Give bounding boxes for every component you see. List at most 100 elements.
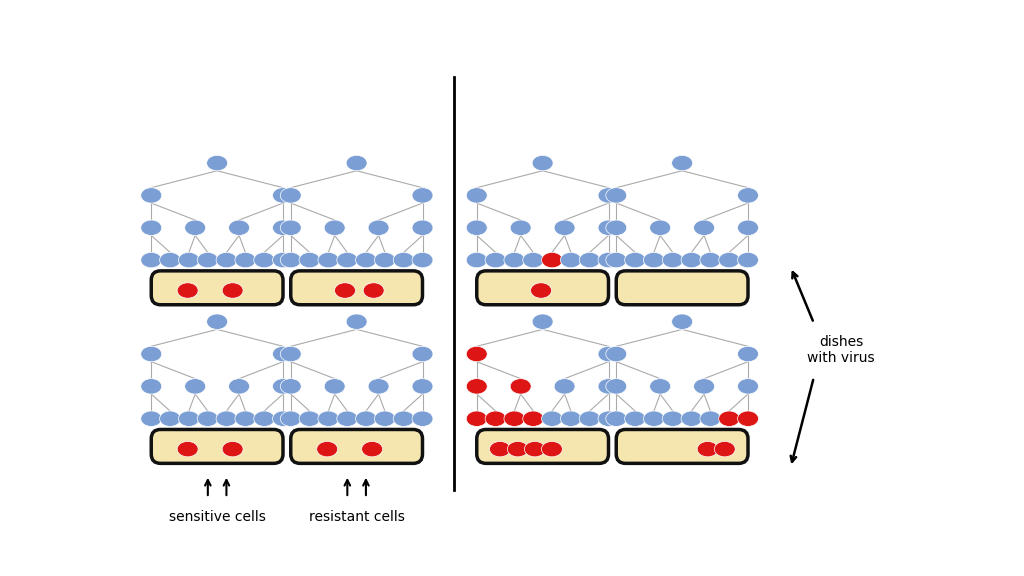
Ellipse shape (606, 220, 627, 236)
Ellipse shape (489, 441, 510, 457)
Text: sensitive cells: sensitive cells (169, 510, 265, 524)
Ellipse shape (485, 252, 506, 268)
Ellipse shape (693, 220, 715, 236)
Ellipse shape (649, 220, 671, 236)
Ellipse shape (510, 220, 531, 236)
Ellipse shape (412, 188, 433, 203)
Ellipse shape (228, 378, 250, 394)
Ellipse shape (580, 252, 600, 268)
Ellipse shape (681, 411, 702, 426)
Ellipse shape (466, 378, 487, 394)
Ellipse shape (719, 411, 739, 426)
Ellipse shape (177, 441, 198, 457)
Ellipse shape (598, 346, 618, 362)
Ellipse shape (140, 220, 162, 236)
Ellipse shape (681, 252, 702, 268)
Ellipse shape (234, 411, 256, 426)
Ellipse shape (672, 156, 692, 170)
Ellipse shape (281, 346, 301, 362)
Ellipse shape (393, 252, 414, 268)
Ellipse shape (522, 411, 544, 426)
Ellipse shape (140, 411, 162, 426)
Ellipse shape (606, 252, 627, 268)
Ellipse shape (281, 220, 301, 236)
Ellipse shape (554, 378, 575, 394)
FancyBboxPatch shape (152, 430, 283, 463)
Ellipse shape (542, 252, 562, 268)
Ellipse shape (317, 252, 339, 268)
Ellipse shape (184, 378, 206, 394)
Ellipse shape (272, 220, 294, 236)
Ellipse shape (228, 220, 250, 236)
Ellipse shape (375, 411, 395, 426)
Ellipse shape (412, 411, 433, 426)
FancyBboxPatch shape (616, 430, 748, 463)
Ellipse shape (364, 283, 384, 298)
Ellipse shape (524, 441, 546, 457)
Ellipse shape (412, 346, 433, 362)
Ellipse shape (272, 378, 294, 394)
Ellipse shape (299, 252, 321, 268)
Ellipse shape (272, 252, 294, 268)
FancyBboxPatch shape (291, 430, 423, 463)
Ellipse shape (368, 378, 389, 394)
Ellipse shape (272, 346, 294, 362)
Ellipse shape (335, 283, 355, 298)
FancyBboxPatch shape (291, 271, 423, 305)
Ellipse shape (699, 411, 721, 426)
Ellipse shape (317, 411, 339, 426)
Ellipse shape (625, 411, 645, 426)
Ellipse shape (325, 220, 345, 236)
Ellipse shape (737, 252, 759, 268)
Ellipse shape (606, 346, 627, 362)
Ellipse shape (663, 252, 683, 268)
Ellipse shape (560, 252, 582, 268)
Ellipse shape (222, 441, 243, 457)
Ellipse shape (532, 156, 553, 170)
Ellipse shape (560, 411, 582, 426)
Ellipse shape (234, 252, 256, 268)
Ellipse shape (466, 252, 487, 268)
Ellipse shape (254, 252, 274, 268)
Ellipse shape (649, 378, 671, 394)
Ellipse shape (663, 411, 683, 426)
Ellipse shape (140, 188, 162, 203)
Ellipse shape (207, 156, 227, 170)
Ellipse shape (693, 378, 715, 394)
Ellipse shape (532, 314, 553, 329)
Ellipse shape (207, 314, 227, 329)
FancyBboxPatch shape (152, 271, 283, 305)
Ellipse shape (737, 188, 759, 203)
Ellipse shape (216, 411, 237, 426)
Ellipse shape (606, 411, 627, 426)
Ellipse shape (375, 252, 395, 268)
Ellipse shape (598, 378, 618, 394)
Ellipse shape (160, 411, 180, 426)
Ellipse shape (412, 252, 433, 268)
Ellipse shape (643, 411, 665, 426)
Ellipse shape (466, 188, 487, 203)
Ellipse shape (715, 441, 735, 457)
Ellipse shape (184, 220, 206, 236)
Ellipse shape (281, 252, 301, 268)
Ellipse shape (412, 378, 433, 394)
Ellipse shape (507, 441, 528, 457)
Ellipse shape (719, 252, 739, 268)
Ellipse shape (598, 188, 618, 203)
Ellipse shape (281, 411, 301, 426)
FancyBboxPatch shape (477, 430, 608, 463)
Ellipse shape (672, 314, 692, 329)
Ellipse shape (598, 252, 618, 268)
Ellipse shape (216, 252, 237, 268)
Ellipse shape (355, 252, 377, 268)
Ellipse shape (316, 441, 338, 457)
Ellipse shape (598, 220, 618, 236)
Ellipse shape (485, 411, 506, 426)
Ellipse shape (580, 411, 600, 426)
Ellipse shape (281, 378, 301, 394)
Ellipse shape (466, 220, 487, 236)
Ellipse shape (542, 411, 562, 426)
Ellipse shape (522, 252, 544, 268)
Ellipse shape (737, 220, 759, 236)
Ellipse shape (625, 252, 645, 268)
